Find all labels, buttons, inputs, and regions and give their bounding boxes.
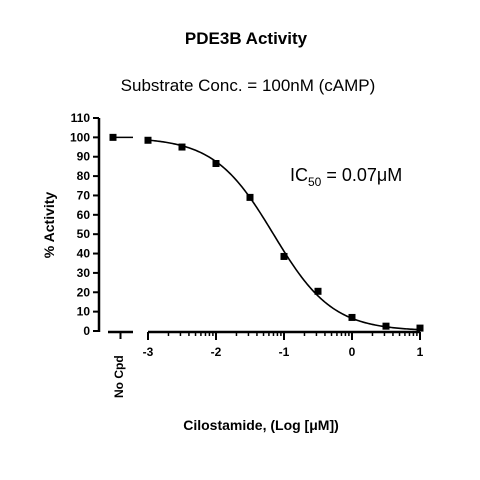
x-tick-label: 1 xyxy=(417,345,424,359)
y-tick-label: 40 xyxy=(77,247,91,261)
data-point xyxy=(416,324,424,332)
data-point xyxy=(178,143,186,151)
y-tick-label: 110 xyxy=(71,111,91,125)
x-tick-label: -2 xyxy=(211,345,222,359)
y-tick-label: 50 xyxy=(77,227,91,241)
y-tick-label: 90 xyxy=(77,150,91,164)
data-point xyxy=(212,160,220,168)
y-tick-label: 10 xyxy=(77,305,91,319)
fit-curve xyxy=(147,139,421,331)
ic50-prefix: IC xyxy=(290,165,308,185)
y-tick-label: 80 xyxy=(77,169,91,183)
ic50-subscript: 50 xyxy=(308,175,322,189)
data-point xyxy=(246,193,254,201)
x-tick-label: -1 xyxy=(279,345,290,359)
ticks: 0 10 20 30 40 50 60 70 80 90 100 110 -3 -2 -1 0 1 xyxy=(70,111,424,359)
y-tick-label: 20 xyxy=(77,285,91,299)
x-axis-label: Cilostamide, (Log [μM]) xyxy=(183,417,339,433)
y-tick-label: 0 xyxy=(83,324,90,338)
y-tick-label: 100 xyxy=(70,130,90,144)
ic50-value: = 0.07μM xyxy=(321,165,402,185)
control-point xyxy=(109,133,117,141)
y-tick-label: 70 xyxy=(77,188,91,202)
data-point xyxy=(314,287,322,295)
y-axis-label: % Activity xyxy=(41,192,57,259)
x-tick-label: 0 xyxy=(349,345,356,359)
y-tick-label: 30 xyxy=(77,266,91,280)
ic50-annotation: IC50 = 0.07μM xyxy=(290,165,402,189)
chart-title: PDE3B Activity xyxy=(185,29,308,48)
data-points xyxy=(109,133,424,332)
chart-subtitle: Substrate Conc. = 100nM (cAMP) xyxy=(121,76,376,95)
axes xyxy=(97,118,420,334)
fit-curve-group xyxy=(114,136,421,331)
control-tick-label: No Cpd xyxy=(112,355,126,398)
data-point xyxy=(280,252,288,260)
y-tick-label: 60 xyxy=(77,208,91,222)
x-tick-label: -3 xyxy=(143,345,154,359)
data-point xyxy=(144,136,152,144)
data-point xyxy=(348,313,356,321)
data-point xyxy=(382,322,390,330)
